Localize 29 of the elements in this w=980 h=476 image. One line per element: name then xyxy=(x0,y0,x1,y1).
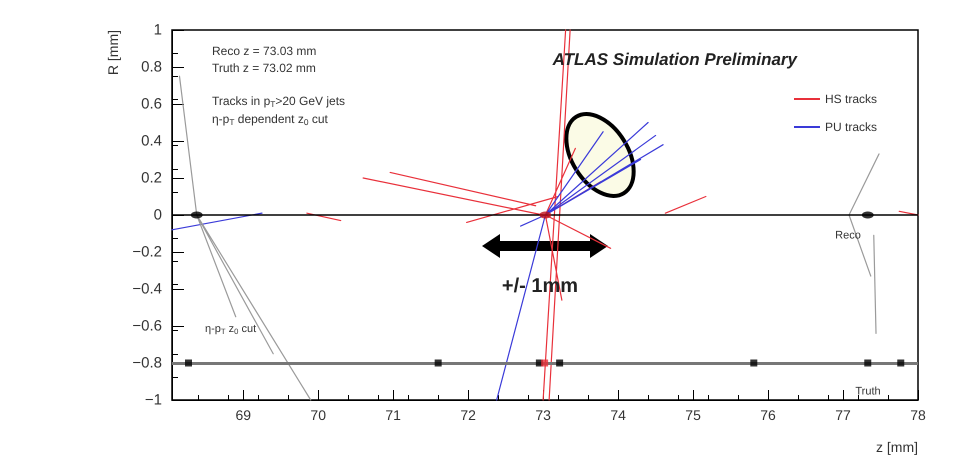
y-tick-label: −0.6 xyxy=(132,318,162,334)
annotation: Reco xyxy=(835,230,861,242)
y-tick-label: −0.8 xyxy=(132,354,162,372)
y-tick-label: 1 xyxy=(154,22,162,38)
y-tick-label: 0.4 xyxy=(141,132,162,150)
x-tick-label: 73 xyxy=(535,407,552,423)
x-axis-title: z [mm] xyxy=(876,439,918,455)
y-tick-label: −1 xyxy=(144,392,162,408)
x-tick-label: 74 xyxy=(610,407,626,423)
y-tick-label: −0.4 xyxy=(132,280,162,298)
x-tick-label: 72 xyxy=(460,407,476,423)
x-tick-label: 78 xyxy=(910,407,926,423)
legend-label: PU tracks xyxy=(824,120,878,134)
x-tick-label: 76 xyxy=(760,407,776,423)
x-tick-label: 69 xyxy=(235,407,252,423)
x-tick-label: 70 xyxy=(310,407,326,423)
y-tick-label: 0.2 xyxy=(141,170,162,186)
y-tick-label: 0.6 xyxy=(141,96,162,112)
annotation: Truth xyxy=(855,386,881,398)
y-tick-label: −0.2 xyxy=(132,244,162,260)
annotation: Reco z = 73.03 mm xyxy=(212,44,316,58)
annotation: Truth z = 73.02 mm xyxy=(212,61,316,75)
x-tick-label: 71 xyxy=(385,407,402,423)
y-tick-label: 0 xyxy=(154,206,162,224)
legend-label: HS tracks xyxy=(824,92,878,106)
x-tick-label: 75 xyxy=(685,407,702,423)
y-tick-label: 0.8 xyxy=(141,58,162,76)
x-tick-label: 77 xyxy=(835,407,852,423)
y-axis-title: R [mm] xyxy=(105,30,121,76)
